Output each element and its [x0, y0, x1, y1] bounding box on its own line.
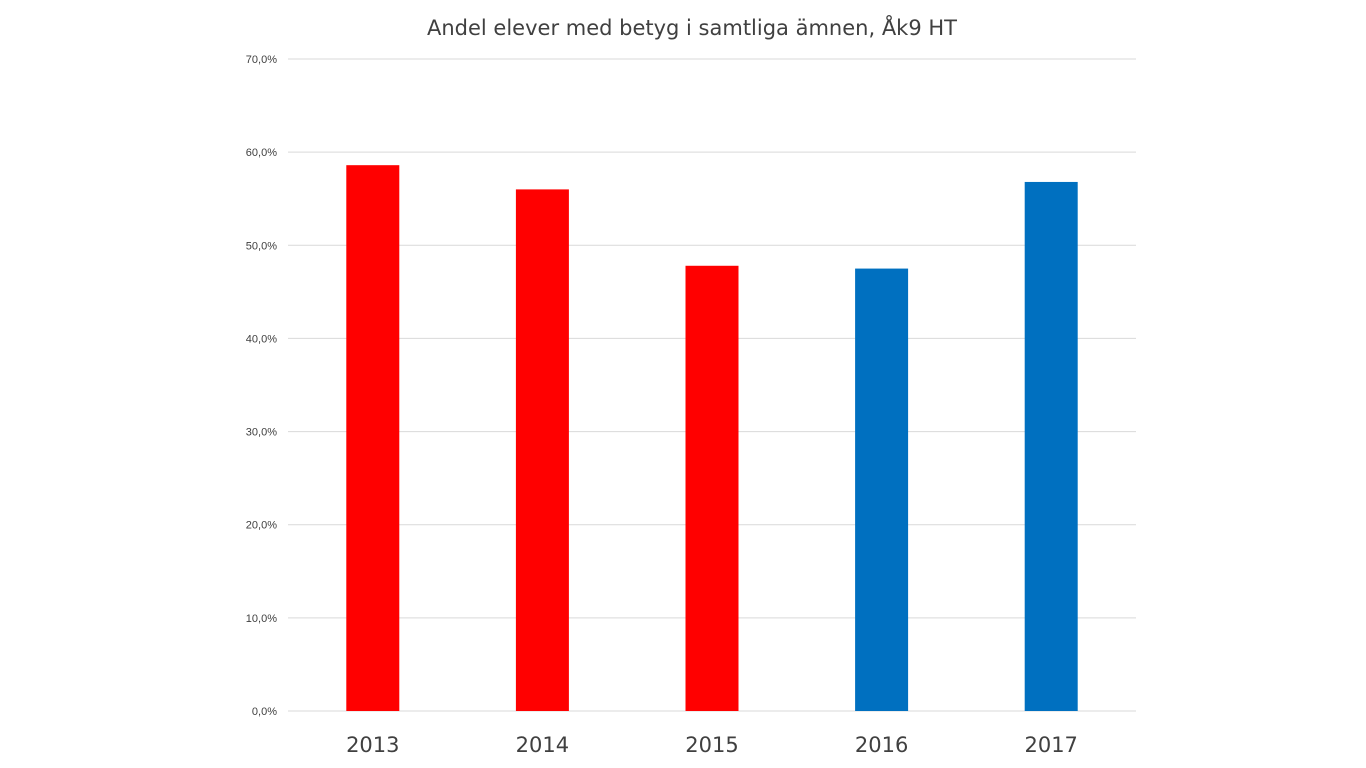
bar-2013 — [346, 165, 400, 711]
y-tick-label: 0,0% — [252, 706, 277, 718]
y-tick-label: 70,0% — [246, 54, 277, 66]
chart-title: Andel elever med betyg i samtliga ämnen,… — [427, 14, 957, 40]
x-axis-tick-labels: 2013 2014 2015 2016 2017 — [346, 733, 1078, 757]
bars — [346, 165, 1078, 711]
bar-2015 — [685, 265, 739, 711]
y-tick-label: 50,0% — [246, 240, 277, 252]
x-tick-label: 2014 — [516, 733, 569, 757]
y-tick-label: 40,0% — [246, 333, 277, 345]
x-tick-label: 2017 — [1024, 733, 1077, 757]
bar-2016 — [855, 268, 909, 711]
x-tick-label: 2016 — [855, 733, 908, 757]
y-tick-label: 30,0% — [246, 427, 277, 439]
y-tick-label: 20,0% — [246, 520, 277, 532]
x-tick-label: 2015 — [685, 733, 738, 757]
y-tick-label: 60,0% — [246, 147, 277, 159]
bar-2017 — [1024, 181, 1078, 711]
bar-2014 — [515, 189, 569, 711]
y-axis-tick-labels: 0,0% 10,0% 20,0% 30,0% 40,0% 50,0% 60,0% 70,0% — [246, 54, 277, 718]
x-tick-label: 2013 — [346, 733, 399, 757]
y-tick-label: 10,0% — [246, 613, 277, 625]
